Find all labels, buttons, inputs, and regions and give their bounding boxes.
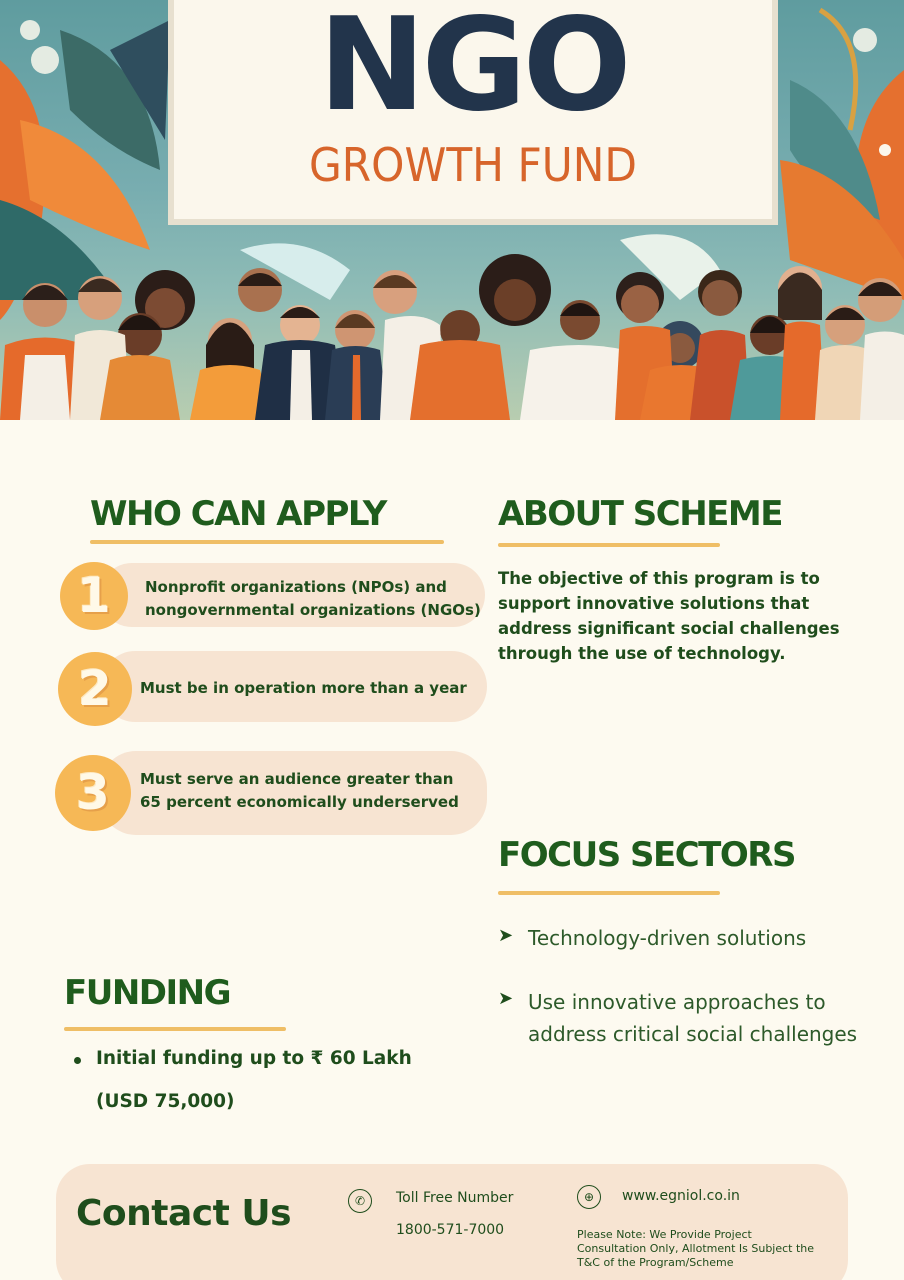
hero-subtitle: GROWTH FUND xyxy=(308,138,638,192)
who-can-apply-underline xyxy=(90,540,444,544)
hero-title: NGO xyxy=(318,0,632,140)
focus-sectors-underline xyxy=(498,891,720,895)
toll-free-number[interactable]: 1800-571-7000 xyxy=(396,1222,505,1238)
who-can-apply-heading: WHO CAN APPLY xyxy=(90,494,387,534)
hero-illustration: NGO GROWTH FUND xyxy=(0,0,904,420)
about-scheme-text: The objective of this program is to supp… xyxy=(498,569,840,663)
apply-item-2-text: Must be in operation more than a year xyxy=(140,679,467,697)
disclaimer-note: Please Note: We Provide Project Consulta… xyxy=(577,1228,815,1269)
apply-item-3-text: Must serve an audience greater than 65 p… xyxy=(140,770,459,811)
focus-sector-1: Technology-driven solutions xyxy=(528,926,807,950)
title-sign: NGO GROWTH FUND xyxy=(168,0,778,225)
number-3-badge: 3 xyxy=(55,755,131,831)
hero-artwork xyxy=(0,7,904,420)
funding-usd: (USD 75,000) xyxy=(96,1091,235,1112)
funding-bullet xyxy=(74,1057,81,1064)
focus-sectors-heading: FOCUS SECTORS xyxy=(498,835,796,875)
globe-icon: ⊕ xyxy=(577,1185,601,1209)
contact-title: Contact Us xyxy=(76,1193,292,1234)
arrow-bullet-icon: ➤ xyxy=(498,988,514,1009)
focus-sector-2: Use innovative approaches to address cri… xyxy=(528,990,858,1046)
number-1-badge: 1 xyxy=(60,562,128,630)
arrow-bullet-icon: ➤ xyxy=(498,925,514,946)
apply-item-1-pill xyxy=(100,563,485,627)
toll-free-label: Toll Free Number xyxy=(396,1190,514,1206)
funding-amount: Initial funding up to ₹ 60 Lakh xyxy=(96,1048,412,1069)
phone-icon: ✆ xyxy=(348,1189,372,1213)
contact-panel xyxy=(56,1164,848,1280)
about-scheme-underline xyxy=(498,543,720,547)
apply-item-2-pill xyxy=(100,651,487,722)
apply-item-1-text: Nonprofit organizations (NPOs) and nongo… xyxy=(145,578,481,619)
funding-underline xyxy=(64,1027,286,1031)
apply-item-3-pill xyxy=(100,751,487,835)
about-scheme-heading: ABOUT SCHEME xyxy=(498,494,783,534)
website-link[interactable]: www.egniol.co.in xyxy=(622,1188,740,1204)
number-2-badge: 2 xyxy=(58,652,132,726)
funding-heading: FUNDING xyxy=(64,973,232,1013)
